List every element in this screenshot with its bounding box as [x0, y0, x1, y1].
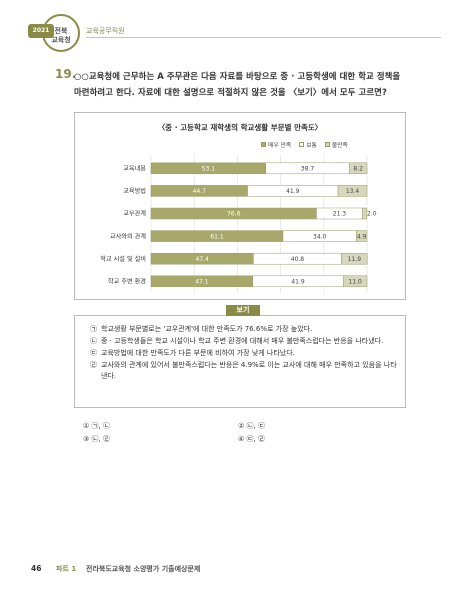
bar-segment	[356, 230, 368, 242]
category-label: 교사와의 관계	[110, 232, 146, 240]
bar-segment	[342, 275, 368, 288]
bar-segment	[341, 252, 368, 265]
choice-4[interactable]: ④ ㉢, ㉣	[238, 435, 265, 443]
choice-3[interactable]: ③ ㉡, ㉣	[83, 435, 110, 443]
data-label: 76.6	[227, 211, 241, 218]
category-label: 교우관계	[123, 210, 146, 218]
footer-part: 파트 1	[56, 565, 77, 573]
bogi-item: ㉡ 중 · 고등학생들은 학교 시설이나 학교 주변 환경에 대해서 매우 불만…	[90, 336, 398, 347]
data-label: 11.0	[348, 279, 362, 286]
header-tag: 2021	[28, 24, 54, 38]
data-label: 21.3	[333, 211, 347, 218]
chart-legend: 매우 만족 보통 불만족	[261, 140, 348, 149]
data-label: 4.9	[357, 233, 367, 240]
bogi-item-text: 교육방법에 대한 만족도가 다른 부문에 비하여 가장 낮게 나타났다.	[101, 349, 295, 357]
bar-segment	[349, 162, 368, 175]
bar-segment	[337, 185, 368, 197]
bogi-list: ㉠ 학교생활 부문별로는 '교우관계'에 대한 만족도가 76.6%로 가장 높…	[90, 324, 398, 383]
bar-segment	[362, 207, 368, 220]
question-text: ○○교육청에 근무하는 A 주무관은 다음 자료를 바탕으로 중 · 고등학생에…	[74, 68, 410, 100]
chart-title: 〈중 · 고등학교 재학생의 학교생활 부문별 만족도〉	[157, 123, 323, 132]
bogi-box: ㉠ 학교생활 부문별로는 '교우관계'에 대한 만족도가 76.6%로 가장 높…	[74, 315, 406, 408]
bogi-item-mark: ㉡	[90, 337, 97, 345]
category-label: 교육내용	[123, 165, 146, 173]
data-label: 38.7	[301, 166, 315, 173]
data-label: 8.2	[353, 166, 363, 173]
data-label: 47.4	[196, 256, 210, 263]
bogi-item-text: 중 · 고등학생들은 학교 시설이나 학교 주변 환경에 대해서 매우 불만족스…	[101, 337, 384, 345]
legend-label: 불만족	[331, 143, 348, 149]
choice-2[interactable]: ② ㉡, ㉢	[238, 422, 265, 430]
data-label: 53.1	[202, 166, 216, 173]
legend-swatch	[299, 142, 305, 147]
bogi-item: ㉣ 교사와의 관계에 있어서 불만족스럽다는 반응은 4.9%로 이는 교사에 …	[90, 360, 398, 382]
bogi-item: ㉢ 교육방법에 대한 만족도가 다른 부문에 비하여 가장 낮게 나타났다.	[90, 348, 398, 359]
bogi-item-text: 교사와의 관계에 있어서 불만족스럽다는 반응은 4.9%로 이는 교사에 대해…	[101, 361, 397, 380]
legend-swatch	[324, 142, 330, 147]
data-label: 2.0	[367, 211, 377, 218]
legend-item: 매우 만족	[261, 140, 291, 149]
category-label: 학교 주변 환경	[108, 278, 146, 286]
data-label: 34.0	[313, 233, 327, 240]
data-label: 13.4	[346, 188, 360, 195]
legend-label: 보통	[306, 143, 317, 149]
category-label: 학교 시설 및 설비	[100, 255, 146, 263]
chart-box: 〈중 · 고등학교 재학생의 학교생활 부문별 만족도〉 매우 만족 보통 불만…	[74, 112, 406, 300]
choice-1[interactable]: ① ㉠, ㉡	[83, 422, 110, 430]
bogi-item-mark: ㉢	[90, 349, 97, 357]
data-label: 11.9	[348, 256, 362, 263]
data-label: 40.8	[291, 256, 305, 263]
chart-plot: 020406080100(%)교육내용53.138.78.2교육방법44.741…	[100, 155, 377, 293]
bogi-item-mark: ㉠	[90, 325, 97, 333]
category-label: 교육방법	[123, 187, 146, 195]
data-label: 61.1	[210, 233, 224, 240]
data-label: 47.1	[195, 279, 209, 286]
legend-swatch	[261, 142, 266, 147]
header-badge: 전북 교육청 2021	[28, 14, 80, 54]
footer-title: 전라북도교육청 소양평가 기출예상문제	[86, 565, 201, 573]
bogi-item-mark: ㉣	[90, 361, 97, 369]
header-divider	[86, 37, 441, 38]
question-text-line2: 마련하려고 한다. 자료에 대한 설명으로 적절하지 않은 것을 〈보기〉에서 …	[74, 87, 387, 97]
legend-item: 보통	[299, 140, 317, 149]
page-number: 46	[31, 564, 42, 573]
data-label: 41.9	[286, 188, 300, 195]
legend-item: 불만족	[324, 140, 348, 149]
header-circle-line2: 교육청	[51, 36, 71, 44]
question-text-line1: ○○교육청에 근무하는 A 주무관은 다음 자료를 바탕으로 중 · 고등학생에…	[74, 71, 401, 81]
data-label: 41.9	[291, 279, 305, 286]
bogi-item: ㉠ 학교생활 부문별로는 '교우관계'에 대한 만족도가 76.6%로 가장 높…	[90, 324, 398, 335]
data-label: 44.7	[193, 188, 207, 195]
bogi-label: 보기	[226, 305, 260, 316]
header-subtitle: 교육공무직원	[86, 27, 125, 35]
question-number: 19.	[55, 67, 77, 81]
legend-label: 매우 만족	[268, 143, 292, 149]
bogi-item-text: 학교생활 부문별로는 '교우관계'에 대한 만족도가 76.6%로 가장 높았다…	[101, 325, 313, 333]
header-circle-line1: 전북	[54, 27, 68, 35]
